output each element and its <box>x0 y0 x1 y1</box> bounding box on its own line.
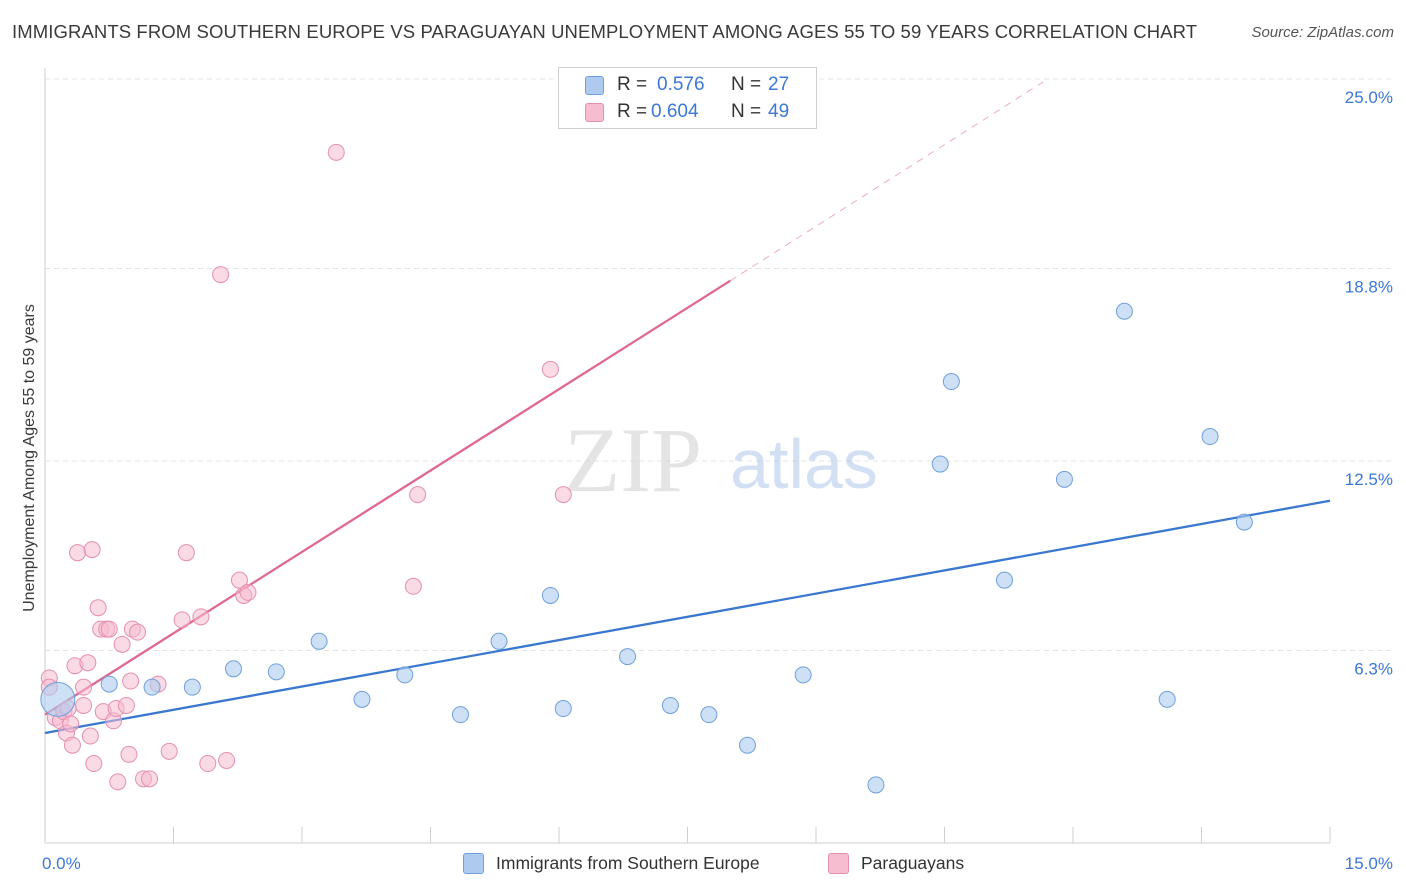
data-point-paraguayans <box>69 544 87 562</box>
watermark-atlas: atlas <box>730 425 878 503</box>
data-point-paraguayans <box>409 486 427 504</box>
data-point-paraguayans <box>212 266 230 284</box>
data-point-immigrants <box>451 706 469 724</box>
data-point-immigrants <box>1158 690 1176 708</box>
data-point-paraguayans <box>113 635 131 653</box>
data-point-immigrants <box>1201 428 1219 446</box>
legend-n-label: N = <box>731 74 762 95</box>
data-point-immigrants <box>1235 513 1253 531</box>
data-point-paraguayans <box>83 541 101 559</box>
data-point-immigrants <box>541 586 559 604</box>
legend-label-immigrants: Immigrants from Southern Europe <box>496 853 760 873</box>
data-point-paraguayans <box>100 620 118 638</box>
chart-title: IMMIGRANTS FROM SOUTHERN EUROPE VS PARAG… <box>12 21 1198 42</box>
data-point-immigrants <box>353 690 371 708</box>
data-point-paraguayans <box>173 611 191 629</box>
data-point-paraguayans <box>75 696 93 714</box>
data-point-paraguayans <box>117 696 135 714</box>
source-label: Source: ZipAtlas.com <box>1251 24 1394 41</box>
grid-lines <box>45 78 1395 651</box>
data-point-immigrants <box>40 681 76 717</box>
data-point-paraguayans <box>554 486 572 504</box>
legend-swatch-pink <box>828 853 849 874</box>
data-point-paraguayans <box>404 577 422 595</box>
legend-swatch-blue <box>585 76 604 95</box>
trend-line-immigrants <box>44 499 1331 735</box>
data-point-immigrants <box>143 678 161 696</box>
data-point-paraguayans <box>79 654 97 672</box>
data-point-paraguayans <box>192 608 210 626</box>
data-point-immigrants <box>867 776 885 794</box>
legend-r-value: 0.576 <box>657 74 705 95</box>
data-point-paraguayans <box>218 751 236 769</box>
scatter-points <box>40 143 1253 794</box>
data-point-immigrants <box>1055 470 1073 488</box>
data-point-paraguayans <box>109 773 127 791</box>
data-point-paraguayans <box>129 623 147 641</box>
data-point-immigrants <box>794 666 812 684</box>
trend-lines <box>44 81 1331 735</box>
data-point-immigrants <box>661 696 679 714</box>
y-tick-label: 12.5% <box>1345 470 1393 489</box>
legend-r-label: R = <box>617 74 648 95</box>
correlation-legend: R = 0.576 N = 27 R = 0.604 N = 49 <box>558 67 817 129</box>
y-axis-label: Unemployment Among Ages 55 to 59 years <box>21 304 38 612</box>
data-point-paraguayans <box>89 599 107 617</box>
legend-swatch-blue <box>463 853 484 874</box>
legend-n-value: 27 <box>768 74 790 95</box>
data-point-paraguayans <box>177 544 195 562</box>
data-point-immigrants <box>183 678 201 696</box>
data-point-paraguayans <box>327 143 345 161</box>
legend-label-paraguayans: Paraguayans <box>861 853 965 873</box>
x-tick-label: 15.0% <box>1345 854 1393 873</box>
trend-line-paraguayans-extension <box>730 81 1044 282</box>
data-point-immigrants <box>738 736 756 754</box>
data-point-paraguayans <box>81 727 99 745</box>
data-point-paraguayans <box>63 736 81 754</box>
tick-labels: 6.3% 12.5% 18.8% 25.0% 0.0% 15.0% <box>42 88 1393 873</box>
y-tick-label: 18.8% <box>1345 277 1393 296</box>
data-point-paraguayans <box>120 745 138 763</box>
data-point-paraguayans <box>62 715 80 733</box>
data-point-immigrants <box>554 700 572 718</box>
data-point-paraguayans <box>541 360 559 378</box>
data-point-immigrants <box>224 660 242 678</box>
legend-r-value: 0.604 <box>651 101 699 122</box>
x-tick-label: 0.0% <box>42 854 81 873</box>
data-point-immigrants <box>995 571 1013 589</box>
legend-n-value: 49 <box>768 101 790 122</box>
data-point-paraguayans <box>239 583 257 601</box>
data-point-immigrants <box>942 373 960 391</box>
watermark: ZIP atlas <box>564 409 878 511</box>
legend-n-label: N = <box>731 101 762 122</box>
trend-line-paraguayans <box>44 279 731 716</box>
data-point-immigrants <box>619 648 637 666</box>
data-point-immigrants <box>100 675 118 693</box>
data-point-immigrants <box>267 663 285 681</box>
data-point-paraguayans <box>85 755 103 773</box>
legend-swatch-pink <box>585 103 604 122</box>
data-point-paraguayans <box>199 755 217 773</box>
data-point-paraguayans <box>75 678 93 696</box>
watermark-zip: ZIP <box>564 409 702 511</box>
legend-r-label: R = <box>617 101 648 122</box>
data-point-immigrants <box>1115 302 1133 320</box>
y-tick-label: 25.0% <box>1345 88 1393 107</box>
data-point-paraguayans <box>160 742 178 760</box>
data-point-immigrants <box>310 632 328 650</box>
data-point-immigrants <box>396 666 414 684</box>
data-point-immigrants <box>931 455 949 473</box>
data-point-paraguayans <box>122 672 140 690</box>
data-point-immigrants <box>490 632 508 650</box>
data-point-paraguayans <box>141 770 159 788</box>
y-tick-label: 6.3% <box>1354 659 1393 678</box>
data-point-immigrants <box>700 706 718 724</box>
